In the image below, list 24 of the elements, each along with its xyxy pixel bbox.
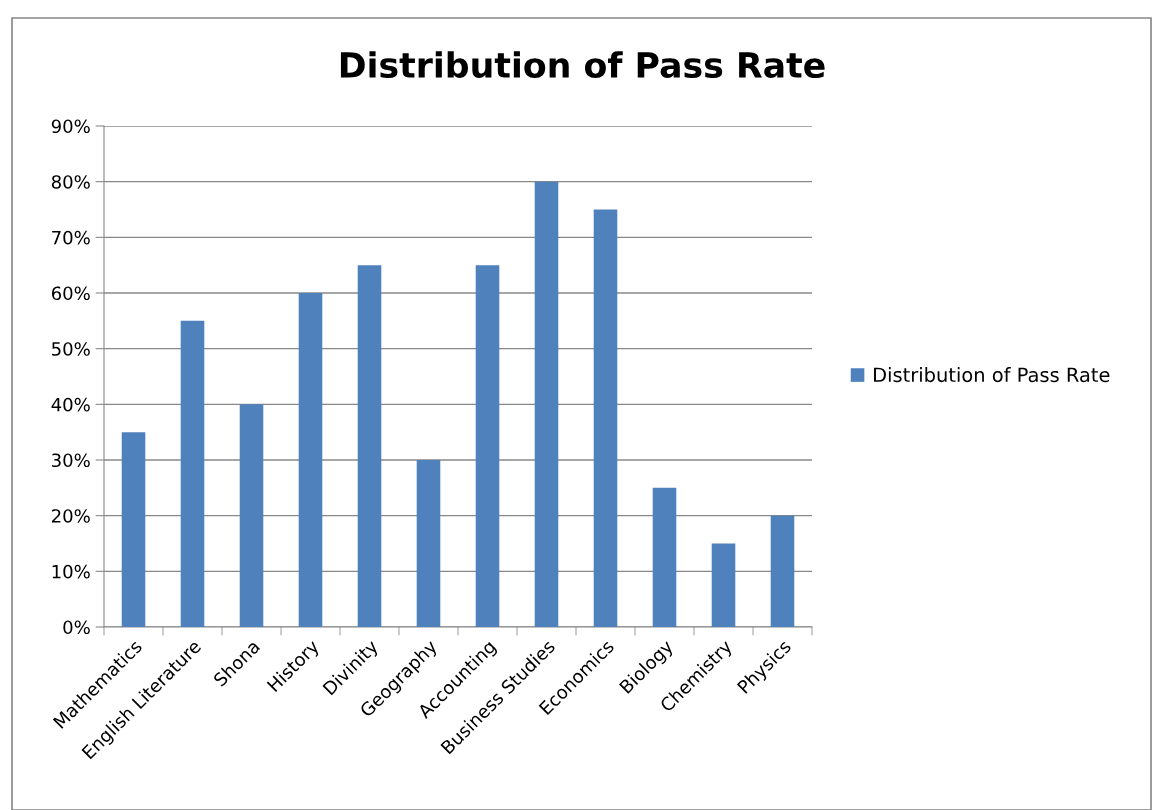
- bar: [298, 293, 323, 627]
- chart-title: Distribution of Pass Rate: [340, 51, 825, 79]
- y-tick-label: 90%: [51, 119, 90, 134]
- bar: [121, 432, 146, 627]
- bar: [711, 543, 736, 627]
- y-tick-label: 30%: [52, 453, 90, 468]
- y-tick-label: 10%: [52, 564, 90, 579]
- bar: [770, 515, 795, 627]
- bar: [652, 487, 677, 627]
- y-tick-label: 20%: [52, 509, 90, 523]
- y-tick-label: 40%: [51, 397, 90, 412]
- y-tick-label: 0%: [63, 620, 90, 635]
- y-tick-label: 70%: [52, 230, 90, 245]
- bar: [475, 265, 500, 627]
- y-tick-label: 50%: [52, 342, 90, 356]
- bar: [534, 181, 559, 627]
- bar: [357, 265, 382, 627]
- bar: [593, 209, 618, 627]
- y-tick-label: 80%: [51, 175, 90, 189]
- legend-label: Distribution of Pass Rate: [874, 367, 1110, 383]
- bar: [180, 320, 205, 627]
- y-tick-label: 60%: [51, 286, 90, 301]
- bar: [239, 404, 264, 627]
- bar: [416, 460, 441, 627]
